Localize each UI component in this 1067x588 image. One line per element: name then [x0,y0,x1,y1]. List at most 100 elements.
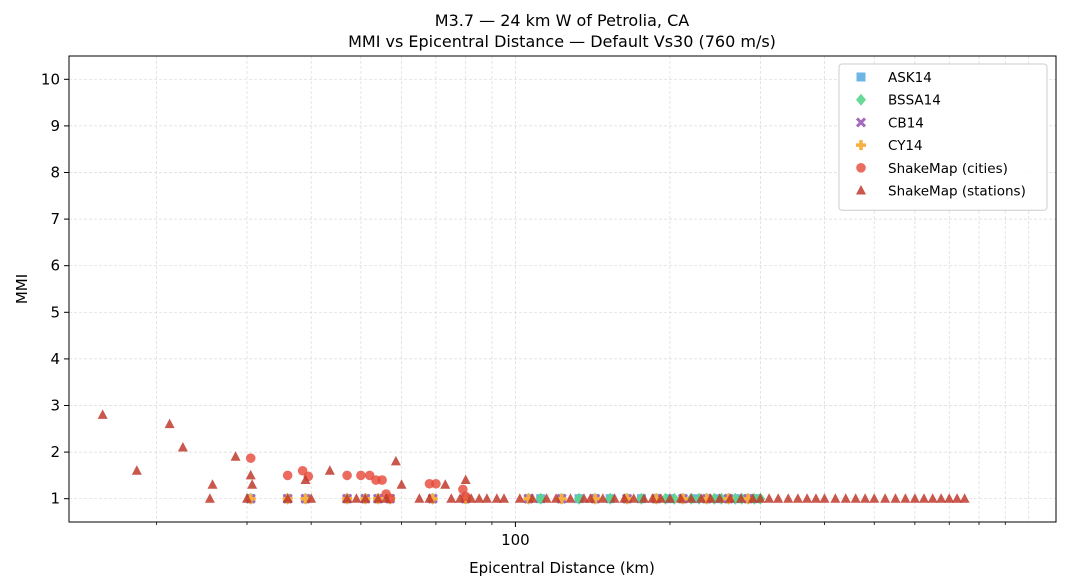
data-point [541,493,552,503]
data-point [245,453,256,463]
data-point [747,493,758,503]
chart-subtitle: MMI vs Epicentral Distance — Default Vs3… [348,32,776,51]
legend-marker [856,140,866,151]
data-point [498,493,509,503]
data-point [455,493,466,503]
data-point [686,493,697,503]
data-point [675,493,686,503]
data-point [342,493,353,503]
y-axis-label: MMI [13,274,31,304]
data-marks [97,409,970,505]
legend-marker [856,163,866,173]
data-point [890,493,901,503]
data-point [300,474,311,485]
data-point [377,475,387,485]
series-shakemap-stations [97,409,970,503]
data-point [909,493,920,503]
legend-label: CY14 [888,138,923,154]
legend-marker [856,93,866,106]
y-tick-label: 9 [50,117,60,135]
data-point [360,493,371,503]
data-point [840,493,851,503]
data-point [424,493,435,503]
data-point [97,409,108,419]
legend-marker [856,72,866,82]
data-point [918,493,929,503]
legend: ASK14 BSSA14 CB14 CY14 ShakeMap (cities) Shak… [838,63,1048,211]
data-point [491,493,502,503]
data-point [247,479,258,489]
data-point [245,469,256,480]
legend-label: ShakeMap (stations) [888,184,1026,200]
data-point [177,441,188,452]
data-point [460,474,471,485]
data-point [830,493,841,503]
y-tick-label: 2 [50,443,60,461]
data-point [282,470,293,481]
y-tick-label: 5 [50,303,60,321]
data-point [628,493,639,503]
data-point [869,493,880,503]
data-point [664,493,675,503]
data-point [655,493,666,503]
data-point [396,479,407,489]
data-point [638,493,649,503]
legend-label: CB14 [888,115,924,131]
data-point [324,465,335,475]
data-point [342,470,352,481]
data-point [755,493,766,503]
data-point [440,479,451,489]
data-point [306,493,317,503]
y-tick-label: 3 [50,397,60,415]
legend-marker [856,185,866,195]
data-point [860,493,871,503]
data-point [460,491,471,502]
y-tick-label: 4 [50,350,60,368]
data-point [725,493,736,503]
data-point [597,493,608,503]
data-point [527,493,538,503]
data-point [819,493,830,503]
data-point [514,493,525,503]
data-point [585,493,596,503]
data-point [131,465,142,475]
data-point [959,493,970,503]
data-point [810,493,821,503]
data-point [952,493,963,503]
data-point [230,451,241,461]
ticks: 1 2 3 4 5 6 7 8 9 10 100 [41,70,1006,549]
data-point [207,479,218,489]
y-tick-label: 10 [41,70,60,88]
legend-box [838,63,1048,211]
data-point [783,493,794,503]
plot-frame [68,55,1057,523]
data-point [609,493,620,503]
data-point [351,493,362,503]
data-point [936,493,947,503]
legend-marker [855,117,867,128]
data-point [474,493,485,503]
data-point [446,493,457,503]
data-point [481,493,492,503]
legend-label: BSSA14 [888,93,941,109]
data-point [900,493,911,503]
data-point [204,493,215,503]
data-point [414,493,425,503]
chart-title: M3.7 — 24 km W of Petrolia, CA [435,11,689,30]
data-point [565,493,576,503]
x-tick-label: 100 [501,531,530,549]
data-point [773,493,784,503]
data-point [647,493,658,503]
data-point [735,493,746,503]
data-point [927,493,938,503]
data-point [373,493,384,503]
data-point [431,478,441,489]
data-point [714,493,725,503]
data-point [282,493,293,503]
y-tick-label: 8 [50,164,60,182]
data-point [356,470,366,481]
data-point [578,493,589,503]
data-point [764,493,775,503]
data-point [880,493,891,503]
